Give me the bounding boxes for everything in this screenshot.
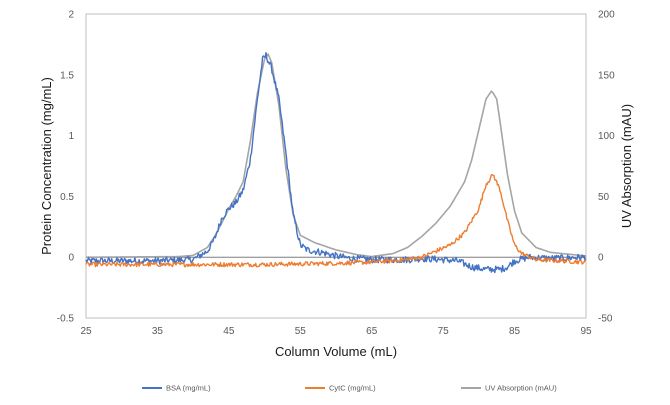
x-tick-label: 25 [80, 326, 92, 337]
series-line [85, 173, 587, 268]
y-tick-label: 0 [68, 253, 74, 264]
right-axis-ticks: -50 0 50 100 150 200 [598, 10, 615, 325]
x-tick-label: 45 [223, 326, 235, 337]
x-tick-label: 35 [152, 326, 164, 337]
y2-tick-label: 150 [598, 70, 615, 81]
y-axis-title: Protein Concentration (mg/mL) [39, 77, 54, 255]
x-tick-label: 85 [509, 326, 521, 337]
x-axis-title: Column Volume (mL) [275, 344, 397, 359]
series-layer [85, 52, 587, 274]
legend-label: CytC (mg/mL) [329, 384, 376, 393]
y2-tick-label: 200 [598, 10, 615, 21]
legend-label: BSA (mg/mL) [166, 384, 211, 393]
left-axis-ticks: -0.5 0 0.5 1 1.5 2 [57, 10, 75, 325]
x-axis-ticks: 25 35 45 55 65 75 85 95 [80, 326, 592, 337]
legend-label: UV Absorption (mAU) [485, 384, 557, 393]
y-tick-label: -0.5 [57, 314, 75, 325]
x-tick-label: 75 [438, 326, 450, 337]
y2-axis-title: UV Absorption (mAU) [619, 104, 634, 228]
y2-tick-label: 50 [598, 192, 610, 203]
x-tick-label: 65 [366, 326, 378, 337]
series-line [85, 52, 587, 274]
y-tick-label: 1 [68, 131, 74, 142]
plot-area-border [85, 13, 587, 319]
y2-tick-label: -50 [598, 314, 613, 325]
y2-tick-label: 0 [598, 253, 604, 264]
series-line [85, 53, 587, 258]
y-tick-label: 2 [68, 10, 74, 21]
legend: BSA (mg/mL) CytC (mg/mL) UV Absorption (mA… [142, 384, 557, 393]
y2-tick-label: 100 [598, 131, 615, 142]
y-tick-label: 0.5 [60, 192, 74, 203]
x-tick-label: 95 [580, 326, 592, 337]
x-tick-label: 55 [295, 326, 307, 337]
y-tick-label: 1.5 [60, 70, 74, 81]
